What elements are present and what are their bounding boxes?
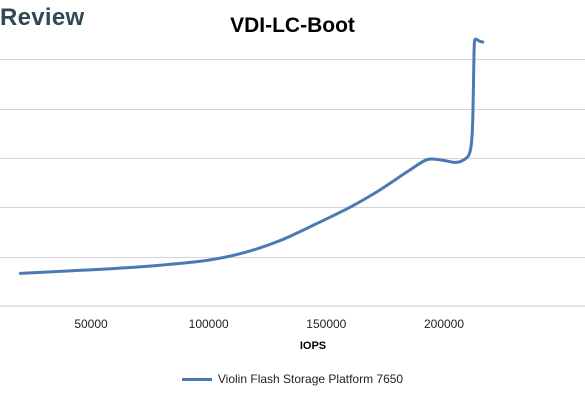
x-tick-label: 100000 xyxy=(189,317,229,331)
gridlines xyxy=(0,59,585,258)
chart-legend: Violin Flash Storage Platform 7650 xyxy=(0,372,585,386)
x-tick-labels: 50000 100000 150000 200000 xyxy=(74,317,464,331)
legend-swatch xyxy=(181,377,212,381)
chart-title: VDI-LC-Boot xyxy=(230,14,355,37)
x-tick-label: 50000 xyxy=(74,317,108,331)
x-tick-label: 200000 xyxy=(424,317,464,331)
brand-logo: Review xyxy=(0,4,85,31)
x-axis-title: IOPS xyxy=(300,340,326,352)
series-line-violin xyxy=(18,37,485,275)
x-tick-label: 150000 xyxy=(306,317,346,331)
legend-label: Violin Flash Storage Platform 7650 xyxy=(217,372,404,386)
